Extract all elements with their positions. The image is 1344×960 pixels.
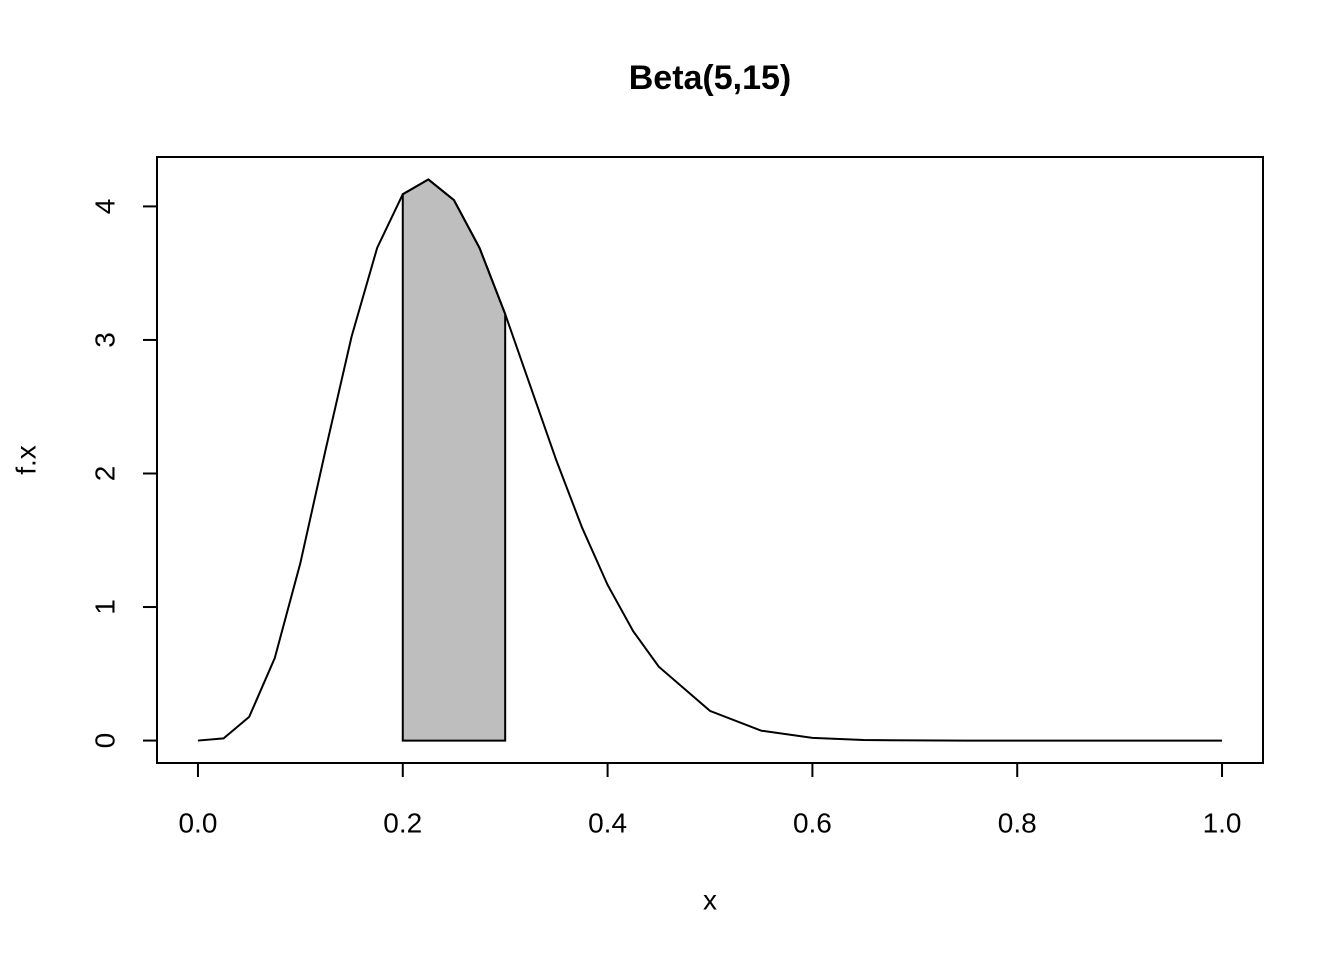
x-tick-label: 0.6: [793, 807, 832, 838]
y-tick-label: 0: [89, 733, 120, 749]
density-line: [197, 178, 1223, 742]
y-axis-label: f.x: [10, 445, 41, 475]
x-tick-label: 1.0: [1203, 807, 1242, 838]
y-tick-label: 2: [89, 466, 120, 482]
x-tick-label: 0.8: [998, 807, 1037, 838]
y-tick-label: 4: [89, 199, 120, 215]
x-tick-label: 0.4: [588, 807, 627, 838]
x-tick-label: 0.0: [178, 807, 217, 838]
shaded-area: [401, 178, 507, 742]
chart-title: Beta(5,15): [629, 59, 792, 97]
x-axis-label: x: [703, 884, 717, 915]
y-tick-label: 3: [89, 332, 120, 348]
x-tick-label: 0.2: [383, 807, 422, 838]
y-tick-label: 1: [89, 599, 120, 615]
